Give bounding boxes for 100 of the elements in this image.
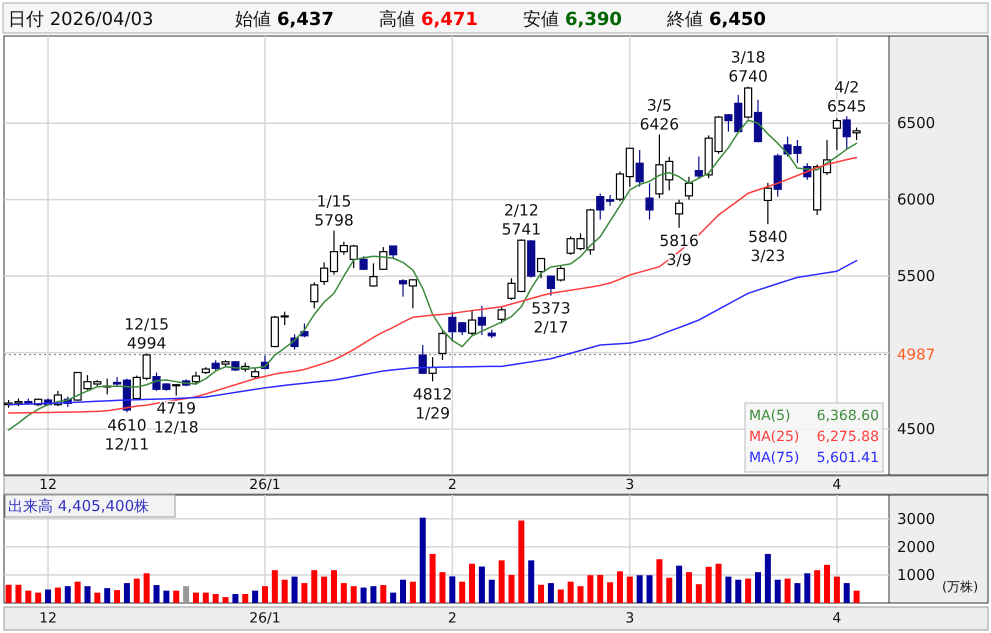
bar xyxy=(301,583,308,603)
bar xyxy=(321,576,328,603)
candlestick xyxy=(832,118,841,151)
x-tick-label: 2 xyxy=(448,610,457,626)
bar xyxy=(834,576,840,603)
x-tick-label: 26/1 xyxy=(249,610,281,626)
bar xyxy=(380,585,386,603)
bar xyxy=(844,583,850,603)
candlestick xyxy=(566,236,575,256)
bar xyxy=(439,572,446,603)
candlestick xyxy=(684,176,694,200)
bar xyxy=(587,575,594,603)
bar xyxy=(202,592,209,603)
y-tick-label: 6500 xyxy=(897,114,936,132)
annotation: 12/15 4994 xyxy=(124,316,169,353)
bar xyxy=(568,582,574,603)
bar xyxy=(183,586,190,603)
bar xyxy=(360,588,367,603)
x-tick-label: 12 xyxy=(39,477,57,493)
candlestick xyxy=(418,344,427,375)
bar xyxy=(35,592,42,603)
bar xyxy=(518,520,524,603)
bar xyxy=(498,560,505,603)
bar xyxy=(646,575,653,603)
bar xyxy=(488,580,495,603)
bar xyxy=(340,583,347,603)
bar xyxy=(252,590,258,603)
candlestick xyxy=(645,182,654,220)
bar xyxy=(626,576,633,603)
bar xyxy=(616,571,623,603)
bar xyxy=(774,580,781,603)
bar xyxy=(282,580,288,603)
bar xyxy=(390,592,396,603)
bar xyxy=(636,575,643,603)
bar xyxy=(45,590,52,603)
bar xyxy=(74,582,81,603)
bar xyxy=(469,564,476,603)
annotation: 4812 1/29 xyxy=(412,385,452,422)
candlestick xyxy=(556,264,565,282)
bar xyxy=(804,573,810,603)
x-tick-label: 26/1 xyxy=(249,477,281,493)
candlestick xyxy=(112,376,122,387)
bar xyxy=(459,582,466,603)
bar xyxy=(144,573,150,603)
candlestick xyxy=(330,230,338,276)
bar xyxy=(134,578,140,603)
bar xyxy=(222,597,229,603)
bar xyxy=(420,518,426,603)
bar xyxy=(676,566,682,603)
bar xyxy=(478,566,485,603)
bar xyxy=(124,583,130,603)
candlestick xyxy=(251,368,260,379)
bar xyxy=(84,586,90,603)
annotation: 2/12 5741 xyxy=(502,201,542,238)
x-tick-label: 3 xyxy=(625,610,634,626)
annotation: 3/5 6426 xyxy=(640,96,680,134)
bar xyxy=(725,576,732,603)
y-axis-title: (万株) xyxy=(942,580,978,595)
bar xyxy=(558,590,564,603)
candlestick xyxy=(389,244,398,258)
text: MA(75) 5,601.41 xyxy=(749,450,879,466)
candlestick xyxy=(468,310,476,336)
bar xyxy=(794,583,800,603)
candlestick xyxy=(764,182,772,225)
y-tick-label: 2000 xyxy=(897,538,936,556)
candlestick xyxy=(478,305,486,336)
bar xyxy=(706,566,712,603)
candlestick xyxy=(438,330,447,361)
x-tick-label: 2 xyxy=(448,477,457,493)
annotation: 4610 12/11 xyxy=(104,416,150,454)
bar xyxy=(578,586,584,603)
candlestick xyxy=(694,156,703,179)
bar xyxy=(607,582,614,603)
bar xyxy=(330,570,337,603)
candlestick xyxy=(636,149,644,188)
annotation: 4719 12/18 xyxy=(154,400,199,437)
text: 終値 6,450 xyxy=(666,9,766,30)
bar xyxy=(114,590,120,603)
bar xyxy=(25,590,32,603)
bar xyxy=(449,576,456,603)
candlestick xyxy=(842,116,851,150)
x-tick-label: 3 xyxy=(625,477,634,493)
bar xyxy=(350,586,357,603)
x-tick-label: 12 xyxy=(39,610,57,626)
bar xyxy=(854,590,860,603)
candlestick xyxy=(793,139,802,164)
candlestick xyxy=(546,274,556,296)
candlestick xyxy=(192,371,200,386)
bar xyxy=(686,572,692,603)
bar xyxy=(410,582,416,603)
bar xyxy=(656,559,662,603)
y-tick-label: 6000 xyxy=(897,190,936,209)
annotation: 5373 2/17 xyxy=(531,300,571,337)
bar xyxy=(696,584,702,603)
candlestick xyxy=(212,360,220,371)
chart-title: 日付 2026/04/03 xyxy=(8,9,154,30)
bar xyxy=(508,574,514,603)
bar xyxy=(173,590,180,603)
bar xyxy=(311,570,318,603)
chart-title: 出来高 4,405,400株 xyxy=(8,497,150,515)
